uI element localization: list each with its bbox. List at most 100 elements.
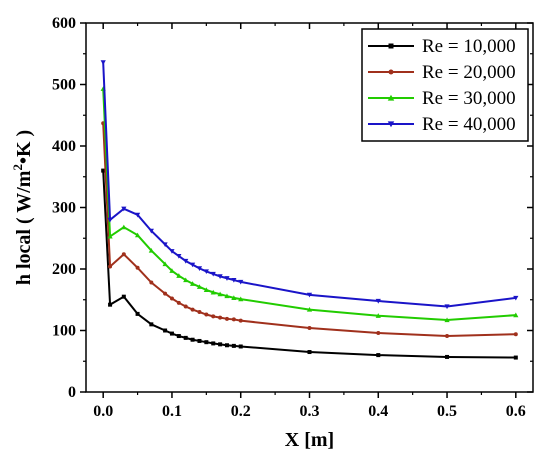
data-point: [183, 335, 188, 340]
x-tick-label: 0.0: [93, 403, 113, 420]
data-point: [169, 296, 174, 301]
data-point: [149, 280, 154, 285]
data-point: [169, 249, 175, 254]
legend-label: Re = 30,000: [422, 88, 516, 109]
data-point: [196, 266, 203, 271]
data-point: [307, 350, 312, 355]
data-point: [148, 228, 154, 234]
x-tick-label: 0.6: [506, 403, 526, 420]
data-point: [513, 332, 518, 337]
data-point: [513, 295, 519, 301]
data-point: [162, 242, 168, 247]
data-point: [376, 353, 381, 358]
x-tick-label: 0.2: [231, 403, 251, 420]
x-tick-label: 0.3: [300, 403, 320, 420]
data-point: [176, 254, 182, 259]
data-point: [100, 60, 106, 65]
legend-marker: [387, 94, 395, 101]
y-tick-label: 500: [52, 77, 76, 94]
axes: 0.0 0.1 0.2 0.3 0.4 0.5 0.6 0 100 200 300 400 500 600…: [10, 15, 534, 451]
legend-entry-2: Re = 20,000: [368, 62, 516, 83]
data-point: [162, 261, 168, 267]
data-point: [217, 274, 223, 279]
data-point: [163, 291, 168, 296]
legend: Re = 10,000 Re = 20,000 Re = 30,000 Re = 40…: [361, 28, 529, 142]
x-tick-label: 0.4: [368, 403, 388, 420]
series-1: [101, 168, 518, 360]
data-point: [149, 322, 154, 327]
data-point: [444, 304, 450, 310]
data-point: [108, 264, 113, 269]
y-axis-title-superscript: 2: [10, 164, 25, 171]
y-tick-label: 0: [68, 384, 76, 401]
x-tick-label: 0.5: [437, 403, 457, 420]
data-point: [306, 306, 313, 312]
data-point: [121, 206, 127, 212]
data-point: [444, 317, 450, 323]
data-point: [224, 293, 230, 299]
data-point: [238, 279, 244, 285]
data-point: [197, 310, 202, 315]
x-axis-title: X [m]: [285, 429, 334, 451]
data-point: [218, 315, 223, 320]
data-point: [231, 317, 236, 322]
data-point: [204, 340, 209, 345]
data-point: [231, 343, 236, 348]
data-point: [196, 284, 203, 289]
data-point: [224, 316, 229, 321]
data-point: [231, 277, 237, 283]
y-axis-title-part: •K ): [13, 130, 35, 164]
data-point: [163, 328, 168, 333]
y-axis-title-part: h local ( W/m: [13, 170, 35, 285]
legend-label: Re = 10,000: [422, 36, 516, 57]
data-point: [376, 330, 381, 335]
data-point: [135, 265, 140, 270]
series-2: [101, 121, 518, 339]
data-point: [203, 287, 209, 292]
plot-area: [100, 60, 519, 360]
data-point: [176, 300, 181, 305]
y-tick-label: 600: [52, 15, 76, 32]
data-point: [224, 343, 229, 348]
data-point: [445, 334, 450, 339]
y-tick-label: 200: [52, 261, 76, 278]
data-point: [203, 269, 209, 275]
data-point: [101, 168, 106, 173]
data-point: [375, 313, 381, 318]
data-point: [513, 355, 518, 360]
y-tick-label: 300: [52, 200, 76, 217]
data-point: [183, 258, 189, 264]
data-point: [375, 298, 381, 304]
series-4: [100, 60, 519, 310]
data-point: [238, 344, 243, 349]
data-point: [204, 312, 209, 317]
data-point: [218, 342, 223, 347]
data-point: [176, 334, 181, 339]
data-point: [231, 295, 237, 300]
legend-label: Re = 20,000: [422, 62, 516, 83]
data-point: [176, 273, 182, 278]
y-axis-title: h local ( W/m2•K ): [10, 130, 35, 285]
legend-entry-3: Re = 30,000: [368, 88, 516, 109]
data-point: [210, 289, 216, 295]
data-point: [107, 217, 113, 223]
data-point: [134, 212, 141, 218]
series-line-2: [102, 123, 516, 338]
data-point: [108, 302, 113, 307]
data-point: [197, 338, 202, 343]
y-tick-label: 400: [52, 138, 76, 155]
legend-label: Re = 40,000: [422, 114, 516, 135]
series-3: [100, 86, 519, 323]
data-point: [135, 311, 140, 316]
legend-entry-1: Re = 10,000: [368, 36, 516, 57]
x-tick-label: 0.1: [162, 403, 182, 420]
data-point: [224, 276, 230, 281]
data-point: [211, 314, 216, 319]
data-point: [217, 291, 223, 297]
data-point: [238, 318, 243, 323]
data-point: [183, 304, 188, 309]
data-point: [513, 312, 519, 318]
data-point: [307, 326, 312, 331]
data-point: [121, 252, 126, 257]
